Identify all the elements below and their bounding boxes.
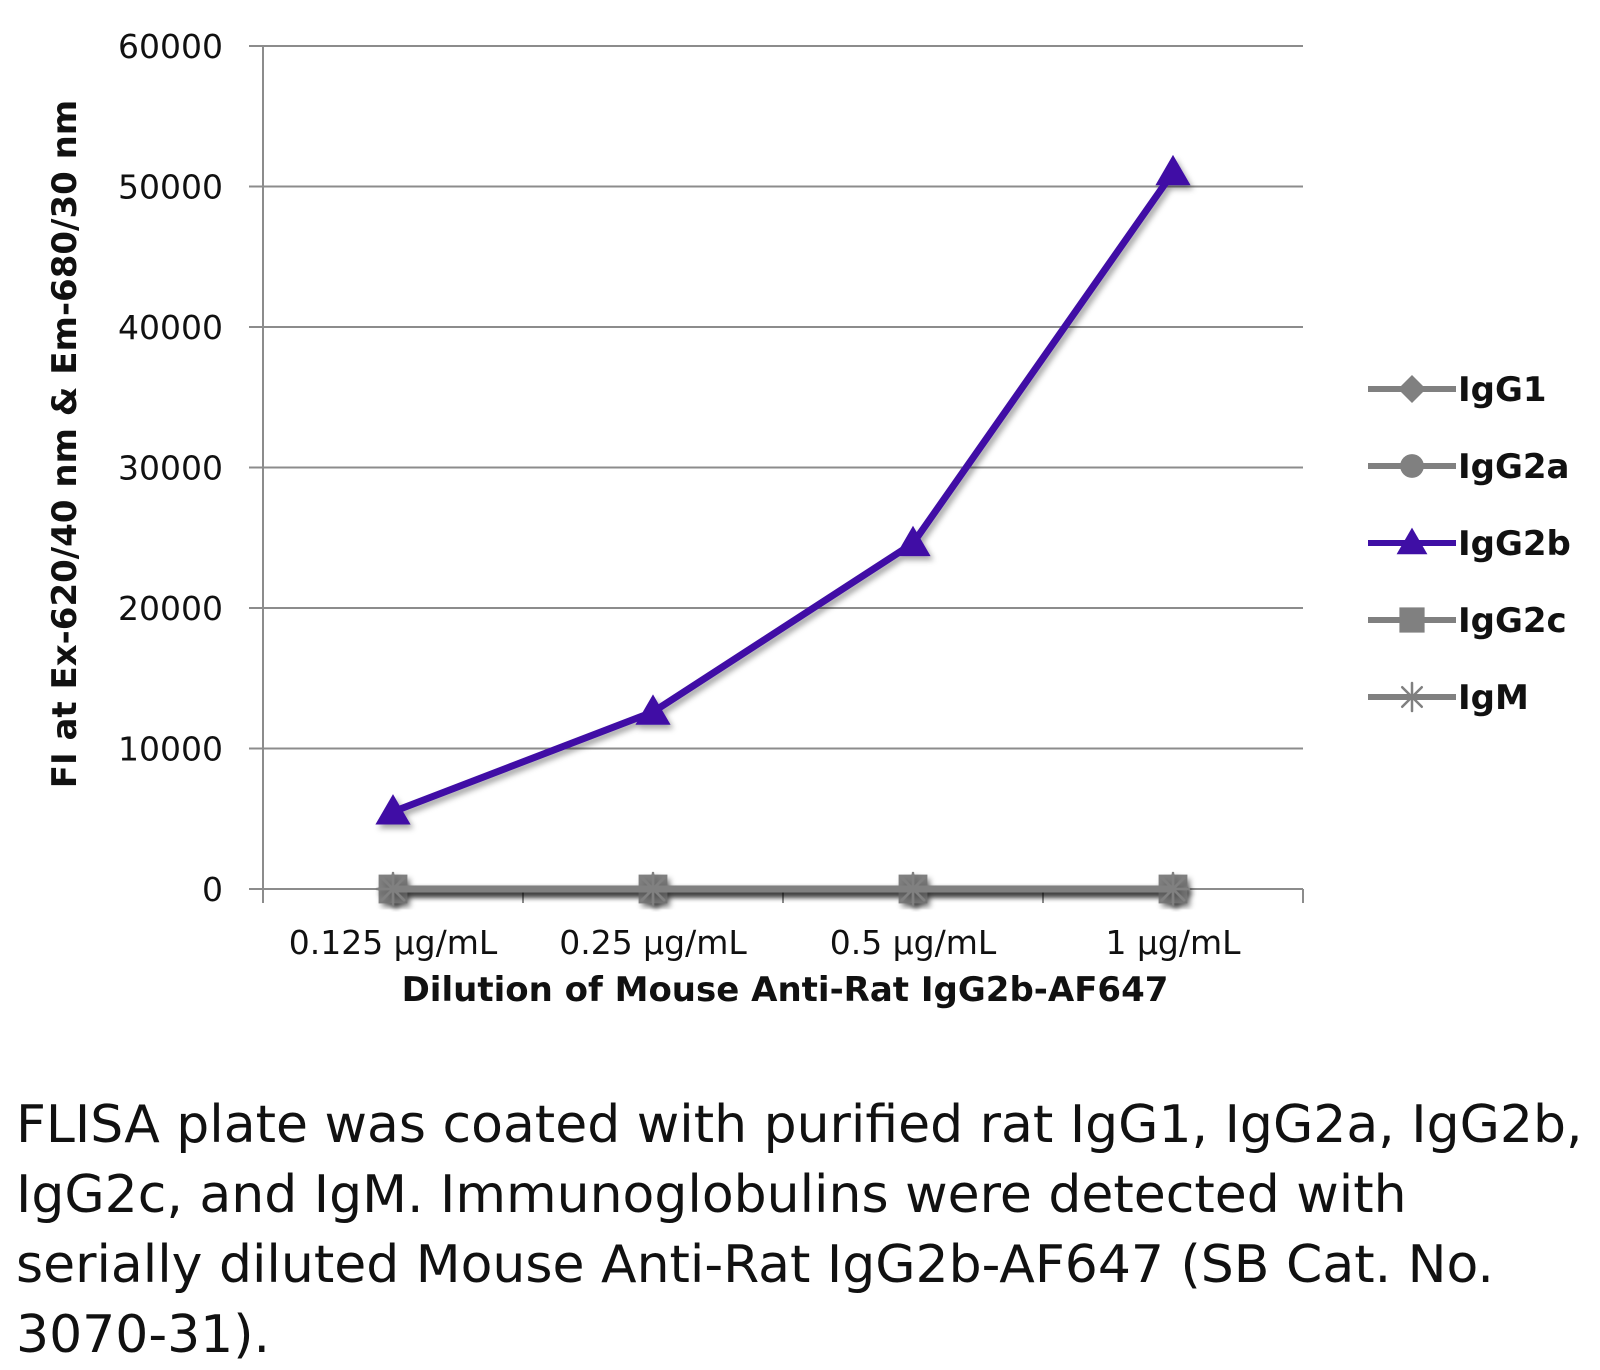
legend-entry: IgM (1368, 678, 1529, 718)
y-tick-label: 20000 (118, 589, 223, 628)
series (375, 154, 1191, 907)
y-tick-label: 60000 (118, 27, 223, 66)
x-axis-title: Dilution of Mouse Anti-Rat IgG2b-AF647 (402, 970, 1169, 1010)
legend-marker (1399, 607, 1425, 633)
legend: IgG1 IgG2a IgG2b IgG2c IgM (1368, 370, 1571, 718)
legend-marker (1398, 375, 1426, 403)
series-igg2b (375, 154, 1191, 825)
star-stroke (640, 876, 666, 902)
legend-entry: IgG2a (1368, 447, 1570, 487)
legend-label: IgG2b (1458, 524, 1571, 564)
x-tick-label: 0.125 µg/mL (289, 923, 498, 962)
axes (249, 46, 1304, 903)
legend-label: IgM (1458, 678, 1529, 718)
data-point (375, 794, 411, 825)
star-stroke (380, 876, 406, 902)
y-tick-label: 0 (202, 870, 223, 909)
data-point (895, 871, 931, 907)
x-tick-labels: 0.125 µg/mL 0.25 µg/mL 0.5 µg/mL 1 µg/mL (289, 923, 1241, 962)
series-igm (375, 871, 1191, 907)
x-tick-label: 0.5 µg/mL (830, 923, 997, 962)
star-stroke (1160, 876, 1186, 902)
data-point (1155, 871, 1191, 907)
data-point (375, 871, 411, 907)
y-tick-label: 30000 (118, 449, 223, 488)
legend-label: IgG1 (1458, 370, 1547, 410)
legend-entry: IgG2b (1368, 524, 1571, 564)
chart: 0 10000 20000 30000 40000 50000 60000 0.125 µg… (45, 27, 1571, 1010)
series-line (391, 170, 1176, 815)
legend-label: IgG2a (1458, 447, 1570, 487)
y-tick-label: 10000 (118, 730, 223, 769)
gridlines (249, 45, 1303, 750)
legend-label: IgG2c (1458, 601, 1567, 641)
star-stroke (1400, 685, 1424, 709)
data-point (635, 871, 671, 907)
star-stroke (900, 876, 926, 902)
legend-entry: IgG1 (1368, 370, 1547, 410)
x-tick-label: 1 µg/mL (1105, 923, 1241, 962)
legend-marker (1400, 454, 1424, 478)
figure-caption: FLISA plate was coated with purified rat… (16, 1095, 1583, 1365)
x-tick-label: 0.25 µg/mL (559, 923, 747, 962)
y-tick-label: 40000 (118, 308, 223, 347)
legend-marker (1396, 681, 1428, 713)
y-tick-label: 50000 (118, 168, 223, 207)
y-axis-title: FI at Ex-620/40 nm & Em-680/30 nm (45, 100, 85, 788)
legend-marker (1396, 527, 1428, 555)
legend-entry: IgG2c (1368, 601, 1567, 641)
data-point (1155, 154, 1191, 186)
data-point (635, 694, 671, 725)
data-point (895, 525, 931, 557)
y-tick-labels: 0 10000 20000 30000 40000 50000 60000 (118, 27, 223, 909)
